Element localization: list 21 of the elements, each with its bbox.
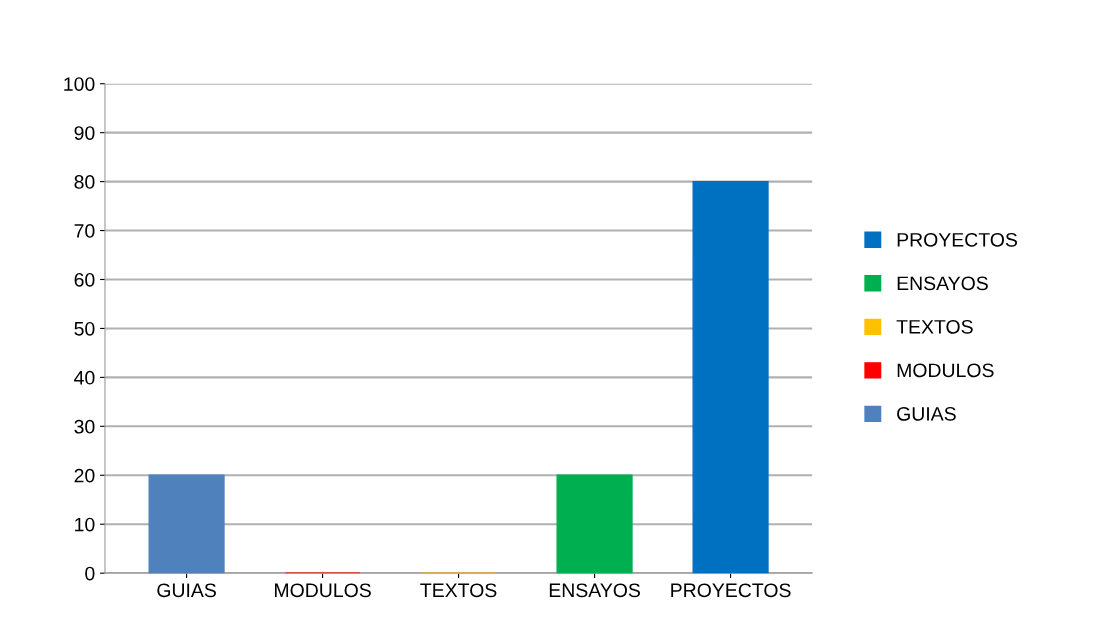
- x-tick-label: ENSAYOS: [549, 583, 640, 598]
- y-tick-label: 80: [74, 175, 95, 189]
- y-tick-label: 60: [74, 272, 95, 287]
- legend-label: PROYECTOS: [897, 232, 1017, 247]
- y-tick-label: 100: [64, 77, 95, 91]
- y-tick-label: 0: [85, 566, 95, 581]
- legend-label: GUIAS: [897, 406, 956, 421]
- y-tick-label: 70: [74, 224, 95, 238]
- y-tick-label: 50: [74, 321, 95, 336]
- x-tick-label: MODULOS: [275, 583, 371, 598]
- x-tick-label: PROYECTOS: [671, 583, 791, 598]
- legend-label: TEXTOS: [896, 319, 973, 334]
- x-tick-label: TEXTOS: [420, 583, 497, 598]
- y-tick-label: 90: [74, 126, 95, 140]
- legend-label: ENSAYOS: [897, 276, 988, 291]
- y-tick-label: 10: [75, 517, 95, 532]
- y-tick-label: 30: [74, 419, 95, 434]
- x-tick-label: GUIAS: [157, 583, 216, 598]
- y-tick-label: 20: [74, 468, 95, 483]
- legend-label: MODULOS: [897, 363, 994, 378]
- y-tick-label: 40: [74, 370, 95, 385]
